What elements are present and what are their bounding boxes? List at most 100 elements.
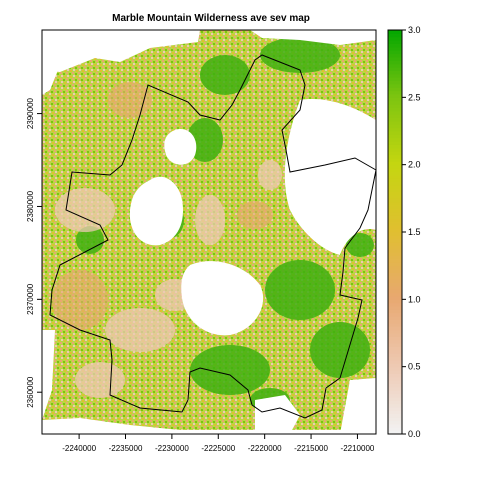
- legend-tick-label: 3.0: [408, 25, 421, 35]
- legend-swatch: [388, 77, 402, 81]
- legend-swatch: [388, 56, 402, 61]
- legend-swatch: [388, 299, 402, 304]
- legend-swatch: [388, 93, 402, 98]
- legend-swatch: [388, 319, 402, 324]
- legend-swatch: [388, 50, 402, 55]
- x-tick-label: -2220000: [248, 444, 282, 453]
- legend-swatch: [388, 269, 402, 273]
- legend-swatch: [388, 70, 402, 75]
- y-axis: 2360000 2370000 2380000 2390000: [26, 97, 42, 408]
- legend-swatch: [388, 245, 402, 250]
- legend-swatch: [388, 326, 402, 331]
- legend-swatch: [388, 370, 402, 374]
- legend-swatch: [388, 353, 402, 358]
- legend-swatch: [388, 383, 402, 388]
- legend-swatch: [388, 373, 402, 378]
- legend-swatch: [388, 171, 402, 176]
- legend-swatch: [388, 393, 402, 398]
- legend-swatch: [388, 198, 402, 203]
- legend-swatch: [388, 396, 402, 401]
- legend-swatch: [388, 127, 402, 132]
- legend-swatch: [388, 295, 402, 300]
- legend-tick-label: 2.5: [408, 92, 421, 102]
- legend-tick-label: 0.5: [408, 362, 421, 372]
- legend-swatch: [388, 427, 402, 432]
- legend-swatch: [388, 232, 402, 236]
- legend-swatch: [388, 363, 402, 368]
- legend-swatch: [388, 339, 402, 344]
- legend-swatch: [388, 110, 402, 115]
- legend-swatch: [388, 343, 402, 347]
- x-tick-label: -2215000: [294, 444, 328, 453]
- legend-swatch: [388, 285, 402, 290]
- legend-swatch: [388, 356, 402, 361]
- legend-swatch: [388, 333, 402, 337]
- legend-swatch: [388, 262, 402, 267]
- legend-swatch: [388, 53, 402, 58]
- legend-swatch: [388, 407, 402, 411]
- legend-swatch: [388, 238, 402, 243]
- legend-swatch: [388, 390, 402, 395]
- legend-swatch: [388, 46, 402, 51]
- legend-swatch: [388, 417, 402, 422]
- legend-swatch: [388, 73, 402, 78]
- legend-swatch: [388, 188, 402, 193]
- legend-swatch: [388, 90, 402, 95]
- x-tick-label: -2225000: [201, 444, 235, 453]
- legend-swatch: [388, 349, 402, 354]
- legend-swatch: [388, 168, 402, 172]
- legend-swatch: [388, 228, 402, 233]
- legend-swatch: [388, 225, 402, 230]
- legend-swatch: [388, 43, 402, 48]
- y-tick-label: 2380000: [26, 190, 35, 222]
- legend-swatch: [388, 30, 402, 34]
- legend-swatch: [388, 410, 402, 415]
- legend-swatch: [388, 346, 402, 351]
- legend-swatch: [388, 33, 402, 38]
- legend-swatch: [388, 289, 402, 294]
- legend-swatch: [388, 430, 402, 435]
- legend-swatch: [388, 181, 402, 186]
- legend-swatch: [388, 80, 402, 85]
- legend-swatch: [388, 164, 402, 169]
- wilderness-boundary: [49, 54, 377, 419]
- plot-frame: [41, 29, 377, 435]
- legend-tick-label: 2.0: [408, 160, 421, 170]
- legend-swatch: [388, 208, 402, 213]
- legend-swatch: [388, 242, 402, 246]
- legend-swatch: [388, 282, 402, 287]
- y-tick-label: 2390000: [26, 97, 35, 129]
- legend-swatch: [388, 184, 402, 189]
- legend-swatch: [388, 292, 402, 297]
- severity-raster: [42, 30, 376, 434]
- x-tick-label: -2210000: [341, 444, 375, 453]
- legend-swatch: [388, 144, 402, 149]
- legend-swatch: [388, 63, 402, 68]
- legend-swatch: [388, 423, 402, 428]
- legend-swatch: [388, 191, 402, 196]
- legend-swatch: [388, 194, 402, 199]
- legend-swatch: [388, 147, 402, 152]
- legend-swatch: [388, 211, 402, 216]
- x-axis: -2240000 -2235000 -2230000 -2225000 -2220000…: [62, 434, 375, 453]
- legend-swatch: [388, 201, 402, 206]
- legend-swatch: [388, 312, 402, 317]
- legend-swatch: [388, 178, 402, 182]
- color-legend: 0.0 0.5 1.0 1.5 2.0 2.5 3.0: [387, 25, 421, 439]
- legend-swatch: [388, 67, 402, 71]
- legend-swatch: [388, 221, 402, 226]
- legend-swatch: [388, 279, 402, 283]
- legend-swatch: [388, 83, 402, 88]
- legend-swatch: [388, 316, 402, 321]
- legend-swatch: [388, 174, 402, 179]
- legend-swatch: [388, 36, 402, 41]
- y-tick-label: 2360000: [26, 376, 35, 408]
- legend-swatch: [388, 218, 402, 223]
- legend-swatch: [388, 40, 402, 44]
- legend-swatch: [388, 322, 402, 327]
- legend-swatch: [388, 275, 402, 280]
- legend-swatch: [388, 302, 402, 307]
- legend-swatch: [388, 141, 402, 145]
